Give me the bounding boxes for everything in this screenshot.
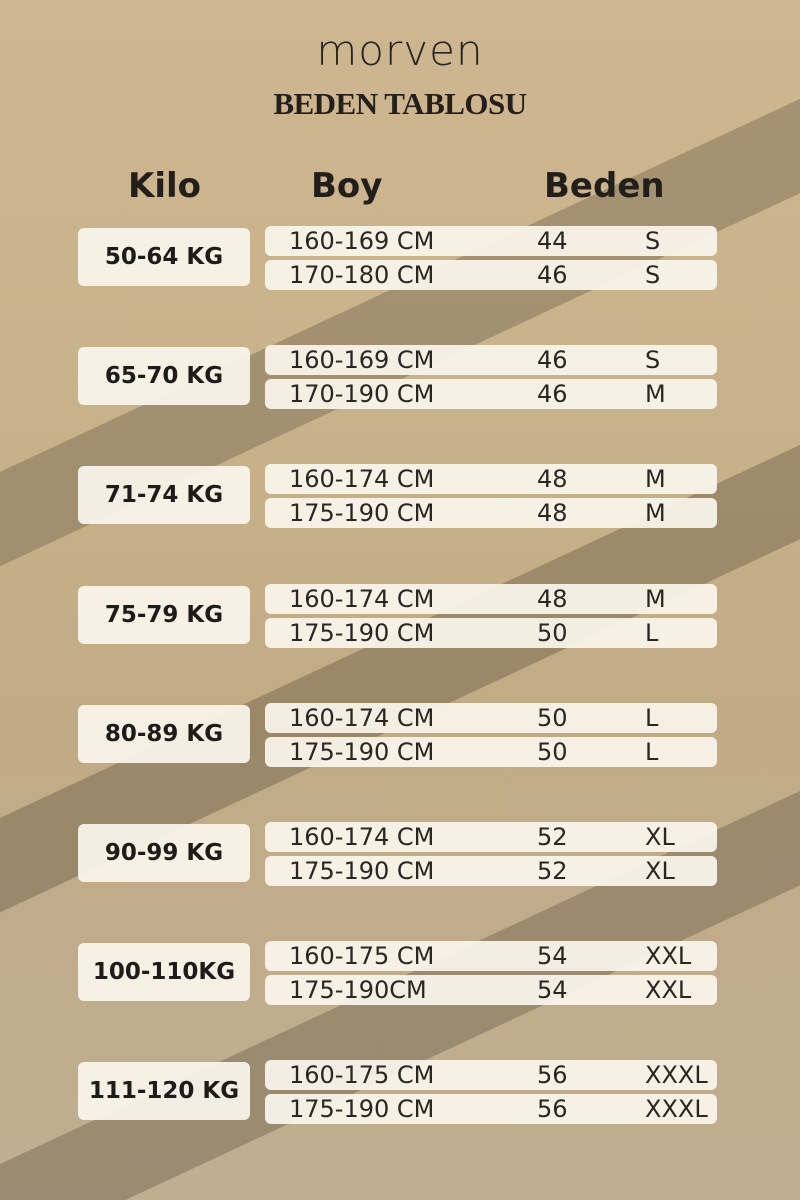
size-letter: XXL bbox=[645, 942, 692, 971]
size-number: 46 bbox=[537, 380, 568, 409]
size-letter: S bbox=[645, 227, 661, 255]
size-letter: L bbox=[645, 703, 659, 732]
height-range: 170-180 CM bbox=[289, 261, 435, 289]
size-group: 100-110KG 160-175 CM 54 XXL 175-190CM 54… bbox=[0, 941, 800, 1011]
table-row: 160-174 CM 50 L bbox=[265, 702, 717, 733]
height-range: 175-190 CM bbox=[289, 1095, 435, 1124]
size-letter: M bbox=[645, 584, 666, 613]
size-letter: M bbox=[645, 499, 666, 528]
weight-range: 75-79 KG bbox=[78, 585, 250, 644]
height-range: 160-169 CM bbox=[289, 227, 435, 255]
height-range: 175-190CM bbox=[289, 976, 427, 1005]
table-row: 160-174 CM 52 XL bbox=[265, 822, 717, 852]
height-range: 160-174 CM bbox=[289, 823, 435, 851]
height-range: 160-175 CM bbox=[289, 942, 435, 971]
height-range: 175-190 CM bbox=[289, 618, 435, 647]
header-boy: Boy bbox=[311, 166, 383, 206]
table-row: 175-190 CM 56 XXXL bbox=[265, 1094, 717, 1125]
size-group: 50-64 KG 160-169 CM 44 S 170-180 CM 46 S bbox=[0, 226, 800, 296]
page-title: BEDEN TABLOSU bbox=[273, 86, 527, 121]
table-row: 170-190 CM 46 M bbox=[265, 379, 717, 410]
size-letter: XXXL bbox=[645, 1095, 708, 1124]
height-range: 160-174 CM bbox=[289, 465, 435, 494]
size-number: 56 bbox=[537, 1095, 568, 1124]
size-letter: M bbox=[645, 465, 666, 494]
size-letter: S bbox=[645, 261, 661, 289]
size-number: 48 bbox=[537, 584, 568, 613]
size-number: 48 bbox=[537, 499, 568, 528]
size-group: 90-99 KG 160-174 CM 52 XL 175-190 CM 52 … bbox=[0, 822, 800, 892]
size-number: 46 bbox=[537, 261, 568, 289]
size-letter: XL bbox=[645, 857, 675, 885]
size-number: 44 bbox=[537, 227, 568, 255]
height-range: 160-174 CM bbox=[289, 584, 435, 613]
size-letter: L bbox=[645, 737, 659, 766]
size-group: 75-79 KG 160-174 CM 48 M 175-190 CM 50 L bbox=[0, 583, 800, 654]
size-number: 52 bbox=[537, 823, 568, 851]
brand-logo: morven bbox=[316, 26, 484, 75]
header-kilo: Kilo bbox=[128, 166, 202, 206]
size-number: 54 bbox=[537, 942, 568, 971]
header-beden: Beden bbox=[544, 166, 665, 206]
table-row: 160-175 CM 56 XXXL bbox=[265, 1060, 717, 1091]
size-letter: L bbox=[645, 618, 659, 647]
size-number: 50 bbox=[537, 737, 568, 766]
size-group: 80-89 KG 160-174 CM 50 L 175-190 CM 50 L bbox=[0, 702, 800, 773]
weight-range: 111-120 KG bbox=[78, 1062, 250, 1121]
size-number: 46 bbox=[537, 346, 568, 375]
table-row: 175-190 CM 52 XL bbox=[265, 856, 717, 886]
size-group: 111-120 KG 160-175 CM 56 XXXL 175-190 CM… bbox=[0, 1060, 800, 1130]
height-range: 170-190 CM bbox=[289, 380, 435, 409]
size-letter: S bbox=[645, 346, 661, 375]
size-number: 56 bbox=[537, 1061, 568, 1090]
weight-range: 80-89 KG bbox=[78, 704, 250, 763]
size-number: 50 bbox=[537, 618, 568, 647]
size-letter: XXL bbox=[645, 976, 692, 1005]
table-row: 175-190 CM 48 M bbox=[265, 498, 717, 529]
table-row: 160-174 CM 48 M bbox=[265, 464, 717, 495]
table-row: 170-180 CM 46 S bbox=[265, 260, 717, 290]
table-row: 160-169 CM 46 S bbox=[265, 345, 717, 376]
height-range: 160-174 CM bbox=[289, 703, 435, 732]
weight-range: 71-74 KG bbox=[78, 466, 250, 525]
size-letter: XXXL bbox=[645, 1061, 708, 1090]
weight-range: 65-70 KG bbox=[78, 347, 250, 406]
size-group: 65-70 KG 160-169 CM 46 S 170-190 CM 46 M bbox=[0, 345, 800, 415]
table-row: 160-174 CM 48 M bbox=[265, 583, 717, 614]
weight-range: 90-99 KG bbox=[78, 824, 250, 882]
weight-range: 50-64 KG bbox=[78, 228, 250, 286]
height-range: 175-190 CM bbox=[289, 499, 435, 528]
table-row: 175-190CM 54 XXL bbox=[265, 975, 717, 1006]
weight-range: 100-110KG bbox=[78, 943, 250, 1002]
height-range: 175-190 CM bbox=[289, 737, 435, 766]
size-number: 50 bbox=[537, 703, 568, 732]
height-range: 175-190 CM bbox=[289, 857, 435, 885]
size-number: 48 bbox=[537, 465, 568, 494]
height-range: 160-175 CM bbox=[289, 1061, 435, 1090]
table-row: 175-190 CM 50 L bbox=[265, 617, 717, 648]
table-row: 175-190 CM 50 L bbox=[265, 736, 717, 767]
size-number: 54 bbox=[537, 976, 568, 1005]
height-range: 160-169 CM bbox=[289, 346, 435, 375]
table-row: 160-175 CM 54 XXL bbox=[265, 941, 717, 972]
table-row: 160-169 CM 44 S bbox=[265, 226, 717, 256]
size-number: 52 bbox=[537, 857, 568, 885]
size-group: 71-74 KG 160-174 CM 48 M 175-190 CM 48 M bbox=[0, 464, 800, 534]
size-letter: M bbox=[645, 380, 666, 409]
size-letter: XL bbox=[645, 823, 675, 851]
